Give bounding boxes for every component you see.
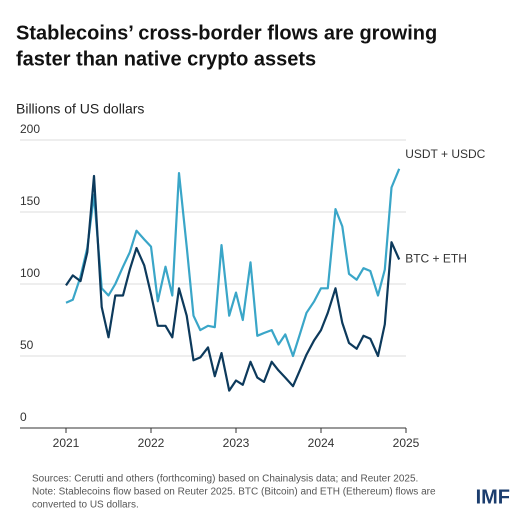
y-tick-label: 200 <box>20 122 40 136</box>
note: Note: Stablecoins flow based on Reuter 2… <box>32 487 436 498</box>
legend-label: USDT + USDC <box>405 147 485 161</box>
x-tick-label: 2024 <box>308 436 335 450</box>
line <box>65 174 401 392</box>
y-tick-label: 150 <box>20 194 40 208</box>
chart-title: Stablecoins’ cross-border flows are grow… <box>16 22 437 44</box>
y-tick-label: 50 <box>20 338 34 352</box>
chart-title: faster than native crypto assets <box>16 48 316 70</box>
legend-label: BTC + ETH <box>405 252 467 266</box>
x-tick-label: 2025 <box>393 436 420 450</box>
note: converted to US dollars. <box>32 500 139 511</box>
y-axis-label: Billions of US dollars <box>16 101 144 117</box>
x-tick-label: 2021 <box>53 436 80 450</box>
note: Sources: Cerutti and others (forthcoming… <box>32 474 418 485</box>
x-tick-label: 2023 <box>223 436 250 450</box>
line <box>65 168 401 358</box>
y-tick-label: 0 <box>20 410 27 424</box>
y-tick-label: 100 <box>20 266 40 280</box>
logo: IMF <box>476 486 510 508</box>
x-tick-label: 2022 <box>138 436 165 450</box>
